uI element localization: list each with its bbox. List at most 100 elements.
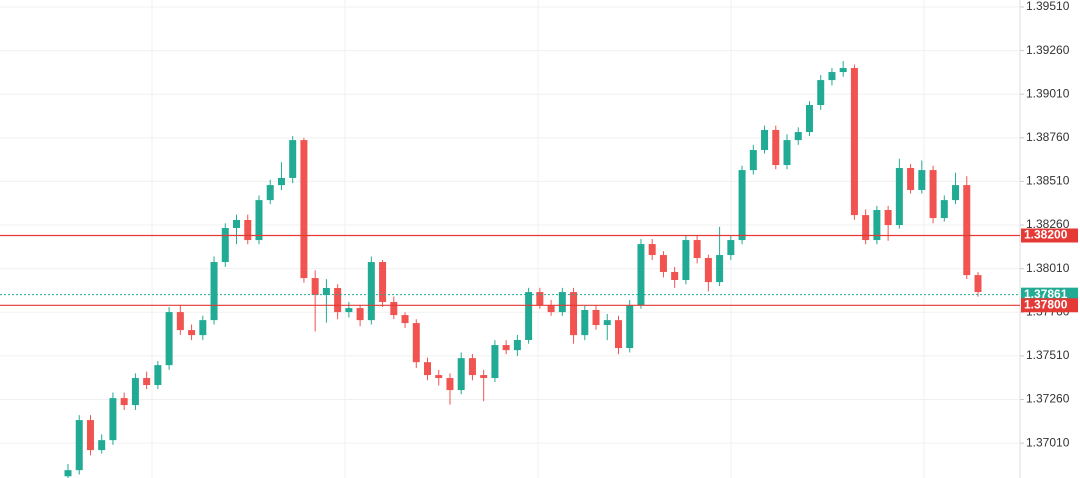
candle-body [289, 140, 297, 178]
candle-body [165, 312, 173, 366]
candle-body [75, 420, 83, 471]
candle-body [468, 358, 476, 376]
candle-body [334, 288, 342, 313]
candle-body [277, 177, 285, 186]
level-badge [1021, 228, 1078, 243]
candle-body [704, 258, 712, 283]
candle-body [794, 132, 802, 141]
y-tick-label: 1.39510 [1026, 0, 1070, 13]
candle-body [828, 72, 836, 81]
y-tick-label: 1.37260 [1026, 392, 1070, 406]
candle-body [850, 68, 858, 216]
candle-body [817, 80, 825, 106]
candle-body [727, 240, 735, 256]
candle-body [659, 255, 667, 272]
candle-body [390, 301, 398, 316]
candle-body [86, 420, 94, 451]
candle-body [109, 398, 117, 441]
y-tick-label: 1.37010 [1026, 435, 1070, 449]
y-tick-label: 1.38010 [1026, 261, 1070, 275]
candle-body [525, 292, 533, 341]
candle-body [379, 262, 387, 302]
candle-body [513, 340, 521, 351]
candle-body [963, 185, 971, 276]
candle-body [345, 308, 353, 313]
candle-body [907, 167, 915, 190]
candle-body [671, 271, 679, 280]
candle-body [424, 362, 432, 376]
candle-body [480, 375, 488, 379]
candle-body [839, 68, 847, 73]
candle-body [783, 140, 791, 166]
candle-body [255, 200, 263, 241]
candle-body [862, 215, 870, 241]
candle-body [682, 240, 690, 280]
y-tick-label: 1.39010 [1026, 86, 1070, 100]
candle-body [188, 330, 196, 336]
candle-body [570, 292, 578, 336]
candle-body [98, 440, 106, 451]
candle-body [176, 312, 184, 331]
current-price-label: 1.37861 [1024, 287, 1068, 301]
candle-body [873, 210, 881, 241]
candle-body [581, 310, 589, 336]
candle-body [749, 150, 757, 171]
candle-body [693, 240, 701, 259]
candle-body [772, 129, 780, 166]
candle-body [457, 358, 465, 391]
candle-body [300, 140, 308, 279]
y-tick-label: 1.38510 [1026, 174, 1070, 188]
candle-body [603, 320, 611, 326]
candle-body [626, 305, 634, 349]
candle-body [233, 219, 241, 229]
candle-body [322, 288, 330, 295]
candle-body [738, 170, 746, 241]
candle-body [884, 210, 892, 226]
candle-body [491, 345, 499, 379]
candle-body [648, 244, 656, 256]
candle-body [131, 378, 139, 406]
candle-body [761, 129, 769, 151]
candle-body [918, 170, 926, 190]
candle-body [435, 375, 443, 379]
candle-body [143, 378, 151, 386]
candle-body [401, 315, 409, 324]
candle-body [805, 105, 813, 133]
candle-body [895, 167, 903, 226]
level-label: 1.37800 [1024, 297, 1068, 311]
y-tick-label: 1.37510 [1026, 348, 1070, 362]
candle-body [367, 262, 375, 321]
level-label: 1.38200 [1024, 228, 1068, 242]
candle-body [311, 278, 319, 295]
candle-body [547, 305, 555, 313]
candle-body [221, 228, 229, 263]
candle-body [592, 310, 600, 326]
candle-body [199, 320, 207, 336]
candle-body [502, 345, 510, 351]
candle-body [952, 185, 960, 201]
y-tick-label: 1.38760 [1026, 130, 1070, 144]
candle-body [266, 185, 274, 201]
candle-body [536, 292, 544, 306]
candle-body [356, 308, 364, 321]
candle-body [558, 292, 566, 313]
level-badge [1021, 298, 1078, 313]
candle-body [940, 200, 948, 219]
current-price-badge [1021, 287, 1078, 302]
candle-body [446, 378, 454, 391]
candle-body [929, 170, 937, 219]
candle-body [210, 262, 218, 321]
candle-body [637, 244, 645, 306]
candle-body [614, 320, 622, 349]
candle-body [120, 398, 128, 406]
candle-body [974, 275, 982, 293]
candle-body [412, 323, 420, 363]
candle-body [244, 219, 252, 241]
y-tick-label: 1.38260 [1026, 217, 1070, 231]
candle-body [716, 255, 724, 283]
candle-body [64, 470, 72, 477]
candle-body [154, 365, 162, 386]
y-tick-label: 1.39260 [1026, 43, 1070, 57]
